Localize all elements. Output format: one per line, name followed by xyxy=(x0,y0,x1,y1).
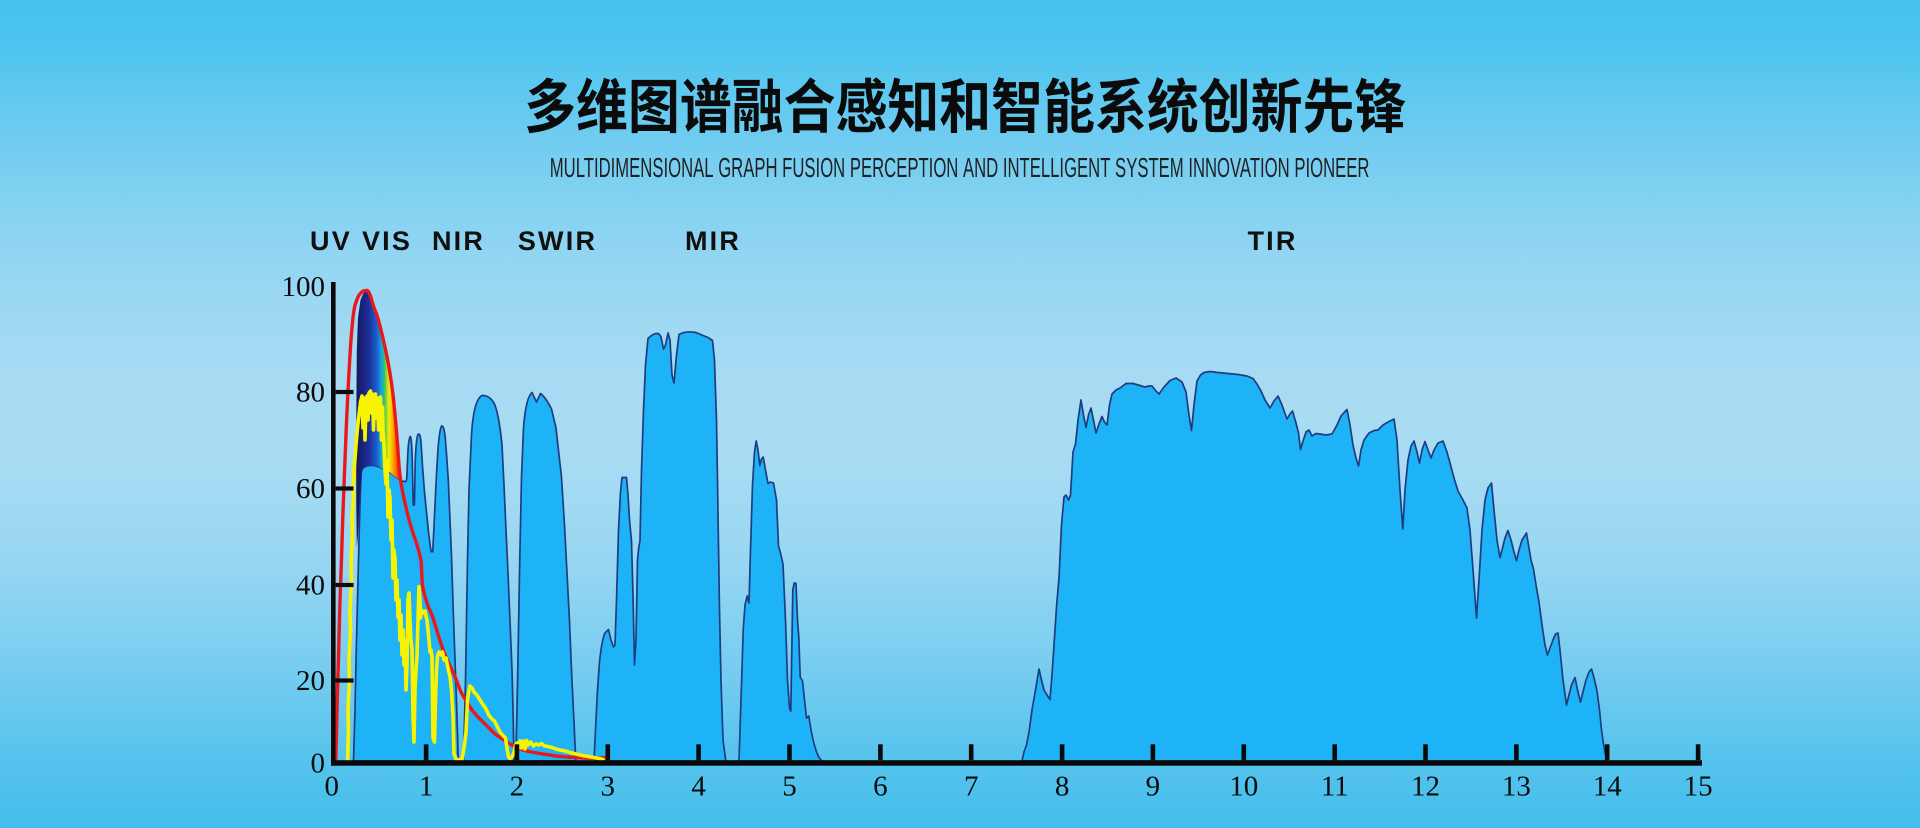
svg-text:0: 0 xyxy=(311,748,326,780)
svg-text:5: 5 xyxy=(782,770,797,802)
svg-text:MIR: MIR xyxy=(685,226,741,256)
svg-text:2: 2 xyxy=(510,770,525,802)
svg-text:60: 60 xyxy=(296,473,325,505)
svg-text:15: 15 xyxy=(1684,770,1713,802)
svg-text:VIS: VIS xyxy=(362,226,412,256)
svg-text:SWIR: SWIR xyxy=(518,226,597,256)
svg-text:80: 80 xyxy=(296,377,325,409)
svg-text:14: 14 xyxy=(1593,770,1623,802)
svg-text:9: 9 xyxy=(1146,770,1161,802)
svg-text:11: 11 xyxy=(1321,770,1349,802)
svg-text:13: 13 xyxy=(1502,770,1531,802)
svg-text:TIR: TIR xyxy=(1247,226,1297,256)
svg-text:UV: UV xyxy=(310,226,352,256)
svg-text:3: 3 xyxy=(601,770,616,802)
svg-text:12: 12 xyxy=(1411,770,1440,802)
svg-text:1: 1 xyxy=(419,770,434,802)
svg-text:10: 10 xyxy=(1229,770,1258,802)
svg-text:6: 6 xyxy=(873,770,888,802)
svg-text:4: 4 xyxy=(691,770,706,802)
svg-text:7: 7 xyxy=(964,770,979,802)
svg-text:100: 100 xyxy=(282,271,326,303)
svg-text:NIR: NIR xyxy=(432,226,485,256)
svg-text:40: 40 xyxy=(296,570,325,602)
svg-text:0: 0 xyxy=(324,770,339,802)
svg-text:20: 20 xyxy=(296,665,325,697)
svg-text:8: 8 xyxy=(1055,770,1070,802)
